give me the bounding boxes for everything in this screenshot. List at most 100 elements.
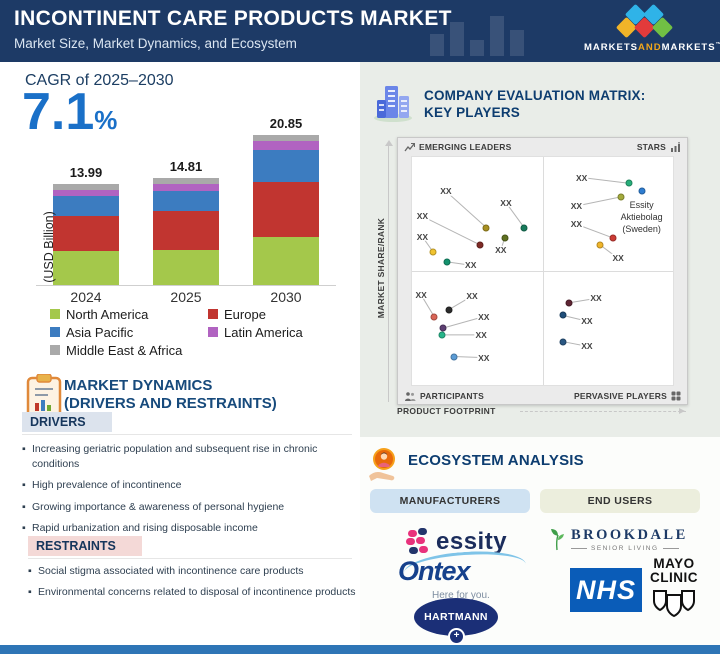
matrix-point xyxy=(638,187,646,195)
essity-annotation: Essity Aktiebolag (Sweden) xyxy=(620,200,663,234)
ecosystem-title: ECOSYSTEM ANALYSIS xyxy=(408,452,584,469)
matrix-point-label: XX xyxy=(477,311,491,322)
matrix-y-axis-label: MARKET SHARE/RANK xyxy=(376,217,386,319)
chart-legend: North America Europe Asia Pacific Latin Ame… xyxy=(50,305,368,359)
header-decoration xyxy=(430,6,580,56)
matrix-point-label: XX xyxy=(580,340,594,351)
matrix-point-label: XX xyxy=(574,172,589,183)
quadrant-label-stars: STARS xyxy=(636,141,666,152)
legend-label: Asia Pacific xyxy=(66,324,134,340)
legend-swatch xyxy=(50,345,60,355)
matrix-point xyxy=(596,241,604,249)
restraints-header-row: RESTRAINTS xyxy=(28,536,352,559)
legend-item: Asia Pacific xyxy=(50,323,208,341)
matrix-point-label: XX xyxy=(415,231,430,242)
bar-segment-north-america xyxy=(153,249,219,285)
nhs-logo: NHS xyxy=(570,568,642,612)
cagr-label: CAGR of 2025–2030 xyxy=(25,72,174,89)
page-title: INCONTINENT CARE PRODUCTS MARKET xyxy=(14,7,452,30)
matrix-point-label: XX xyxy=(439,185,453,196)
legend-item: Europe xyxy=(208,305,368,323)
matrix-point xyxy=(565,299,573,307)
matrix-point-label: XX xyxy=(477,352,491,363)
matrix-title: COMPANY EVALUATION MATRIX: KEY PLAYERS xyxy=(424,88,646,120)
matrix-point-label: XX xyxy=(414,289,428,300)
matrix-point xyxy=(450,353,458,360)
manufacturers-header: MANUFACTURERS xyxy=(370,489,530,513)
matrix-point xyxy=(429,248,437,256)
matrix-point-label: XX xyxy=(464,260,478,271)
bar-segment-latin-america xyxy=(53,189,119,197)
essity-logo: essity xyxy=(406,528,507,556)
cagr-unit: % xyxy=(94,105,118,135)
logo-text: MARKETSANDMARKETS™ xyxy=(584,42,720,54)
matrix-point-label: XX xyxy=(494,245,508,256)
ontex-tagline: Here for you. xyxy=(432,590,490,601)
bar-2025: 14.81 xyxy=(136,112,236,285)
market-dynamics-title: MARKET DYNAMICS (DRIVERS AND RESTRAINTS) xyxy=(64,377,277,412)
brookdale-leaf-icon xyxy=(551,529,564,551)
company-evaluation-matrix: EMERGING LEADERS STARS XX XX XX XX XX XX XX XX X… xyxy=(397,137,688,405)
matrix-top-band: EMERGING LEADERS STARS xyxy=(398,138,687,155)
bar-segment-europe xyxy=(53,215,119,252)
matrix-point xyxy=(439,324,447,332)
ontex-logo: Ontex Here for you. xyxy=(398,547,528,601)
matrix-point-label: XX xyxy=(499,197,513,208)
quadrant-label-emerging-leaders: EMERGING LEADERS xyxy=(419,141,512,152)
bar-segment-europe xyxy=(253,182,319,238)
quadrant-divider-horizontal xyxy=(412,271,673,272)
legend-label: Europe xyxy=(224,306,266,322)
bar-value-label: 13.99 xyxy=(69,165,103,181)
cagr-value: 7.1% xyxy=(22,83,118,141)
mayo-wordmark: MAYO CLINIC xyxy=(650,556,698,586)
essity-wordmark: essity xyxy=(436,528,508,555)
matrix-point xyxy=(476,241,484,249)
ontex-wordmark: Ontex xyxy=(398,556,471,586)
drivers-list: Increasing geriatric population and subs… xyxy=(22,442,358,542)
quadrant-label-participants: PARTICIPANTS xyxy=(420,390,484,401)
matrix-point-label: XX xyxy=(474,329,488,340)
brookdale-tagline: SENIOR LIVING xyxy=(571,545,688,552)
matrix-point xyxy=(625,179,633,187)
driver-item: Rapid urbanization and rising disposable… xyxy=(22,521,358,536)
legend-item: Latin America xyxy=(208,323,368,341)
brookdale-wordmark: BROOKDALE xyxy=(571,527,688,543)
matrix-point xyxy=(609,234,617,242)
bar-segment-asia-pacific xyxy=(253,149,319,183)
bar-value-label: 20.85 xyxy=(269,115,303,131)
x-axis-tick: 2030 xyxy=(270,289,302,305)
matrix-plot: XX XX XX XX XX XX XX XX XX XX XX XX XX XX XX XX XX XX Essi… xyxy=(411,156,674,386)
x-axis-tick: 2024 xyxy=(70,289,102,305)
footer-bar xyxy=(0,645,720,654)
matrix-point xyxy=(559,338,567,346)
legend-label: North America xyxy=(66,306,149,322)
matrix-point xyxy=(520,224,528,232)
hartmann-plus-icon: + xyxy=(448,628,465,645)
matrix-point xyxy=(443,258,451,266)
matrix-x-axis-label: PRODUCT FOOTPRINT xyxy=(397,406,496,416)
mayo-shields-icon xyxy=(653,590,695,618)
legend-item: North America xyxy=(50,305,208,323)
quadrant-label-pervasive-players: PERVASIVE PLAYERS xyxy=(574,390,667,401)
stars-bars-icon xyxy=(671,141,680,152)
matrix-point xyxy=(438,331,446,339)
matrix-point-label: XX xyxy=(569,219,584,229)
restraints-list: Social stigma associated with incontinen… xyxy=(28,564,364,606)
buildings-icon xyxy=(372,82,414,127)
matrix-point-label: XX xyxy=(589,293,603,304)
y-axis-label: (USD Billion) xyxy=(42,211,56,283)
hand-person-icon xyxy=(365,446,403,489)
restraint-item: Social stigma associated with incontinen… xyxy=(28,564,364,579)
bar-chart-x-labels: 2024 2025 2030 xyxy=(36,289,336,305)
driver-item: High prevalence of incontinence xyxy=(22,478,358,493)
bar-segment-middle-east-africa xyxy=(53,184,119,190)
bar-segment-asia-pacific xyxy=(53,196,119,216)
bar-segment-europe xyxy=(153,211,219,250)
logo-diamonds-icon xyxy=(611,3,677,40)
header: INCONTINENT CARE PRODUCTS MARKET Market … xyxy=(0,0,720,62)
legend-label: Latin America xyxy=(224,324,303,340)
bar-segment-asia-pacific xyxy=(153,190,219,212)
clipboard-chart-icon xyxy=(26,373,62,423)
matrix-point-label: XX xyxy=(580,315,594,326)
